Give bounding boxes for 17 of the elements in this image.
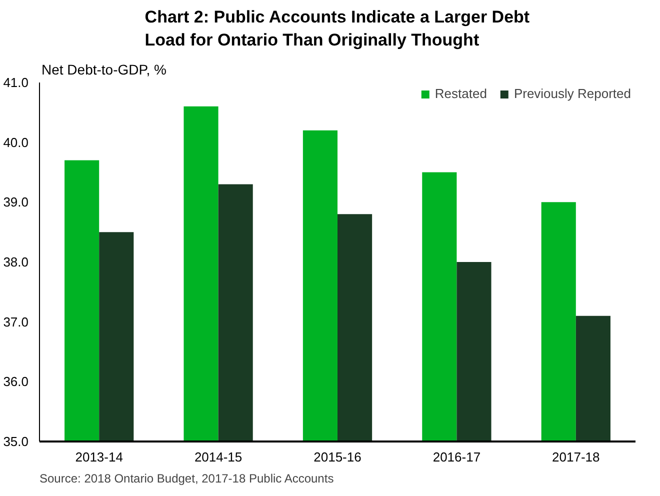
y-tick-label: 39.0 xyxy=(3,194,29,210)
y-tick-label: 41.0 xyxy=(3,75,29,90)
y-tick-label: 35.0 xyxy=(3,434,29,449)
y-tick-label: 37.0 xyxy=(3,314,29,330)
legend-label: Restated xyxy=(434,86,487,101)
x-tick-label: 2014-15 xyxy=(194,450,242,464)
y-tick-label: 38.0 xyxy=(3,254,29,270)
x-tick-label: 2016-17 xyxy=(432,450,481,464)
legend-label: Previously Reported xyxy=(514,86,631,101)
y-axis-title: Net Debt-to-GDP, % xyxy=(42,62,167,78)
chart-title: Chart 2: Public Accounts Indicate a Larger Debt Load for Ontario Than Originally Thought xyxy=(144,8,530,50)
y-tick-label: 40.0 xyxy=(3,134,29,150)
x-tick-label: 2015-16 xyxy=(314,450,362,464)
y-tick-label: 36.0 xyxy=(3,374,29,390)
x-tick-label: 2017-18 xyxy=(552,450,600,464)
x-tick-label: 2013-14 xyxy=(75,450,123,464)
source-note: Source: 2018 Ontario Budget, 2017-18 Public Accounts xyxy=(40,472,334,486)
